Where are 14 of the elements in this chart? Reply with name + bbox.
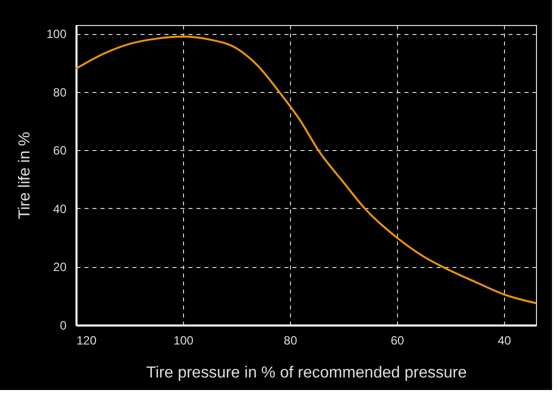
y-tick-label: 0 [60,318,67,332]
y-tick-label: 20 [53,260,67,274]
x-tick-label: 40 [498,334,512,348]
y-tick-label: 40 [53,202,67,216]
y-tick-label: 100 [46,27,67,42]
x-tick-label: 120 [76,334,97,348]
x-axis-title: Tire pressure in % of recommended pressure [146,364,467,382]
x-tick-label: 60 [390,334,404,348]
x-tick-label: 80 [284,334,298,348]
y-tick-label: 80 [53,85,67,100]
y-axis-title: Tire life in % [16,132,34,220]
line-series [75,36,537,304]
y-tick-label: 60 [53,144,67,158]
x-tick-label: 100 [173,334,194,348]
